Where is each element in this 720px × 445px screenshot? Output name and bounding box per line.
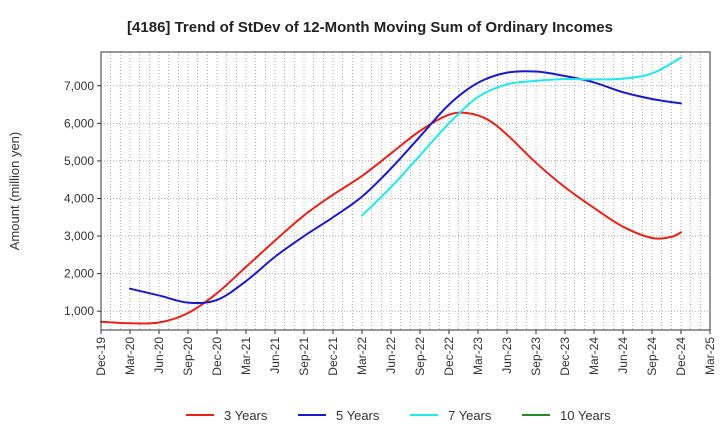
x-tick-label: Sep-22	[413, 337, 427, 376]
x-tick-label: Dec-21	[326, 337, 340, 376]
y-axis-title: Amount (million yen)	[7, 132, 22, 251]
x-tick-label: Mar-22	[355, 337, 369, 375]
series-lines	[100, 56, 682, 325]
legend-label-10-years: 10 Years	[560, 408, 611, 423]
y-tick-label: 6,000	[64, 116, 94, 130]
x-tick-label: Dec-24	[674, 337, 688, 376]
plot-background	[101, 52, 710, 330]
x-tick-label: Mar-24	[587, 337, 601, 375]
y-tick-label: 4,000	[64, 192, 94, 206]
series-line-5-years	[129, 70, 682, 305]
y-tick-label: 7,000	[64, 79, 94, 93]
y-tick-label: 2,000	[64, 267, 94, 281]
x-tick-label: Mar-20	[123, 337, 137, 375]
x-tick-label: Mar-23	[471, 337, 485, 375]
legend-label-7-years: 7 Years	[448, 408, 492, 423]
plot-border	[100, 51, 711, 331]
x-tick-label: Sep-20	[181, 337, 195, 376]
x-tick-label: Sep-24	[645, 337, 659, 376]
plot-frame	[100, 51, 711, 331]
x-tick-label: Jun-23	[500, 337, 514, 374]
x-tick-label: Jun-24	[616, 337, 630, 374]
x-tick-label: Dec-22	[442, 337, 456, 376]
x-tick-label: Jun-20	[152, 337, 166, 374]
series-line-3-years	[100, 111, 682, 325]
y-tick-label: 3,000	[64, 229, 94, 243]
x-tick-label: Jun-22	[384, 337, 398, 374]
legend-label-5-years: 5 Years	[336, 408, 380, 423]
x-tick-label: Dec-19	[94, 337, 108, 376]
y-tick-label: 5,000	[64, 154, 94, 168]
x-axis-ticks: Dec-19 Mar-20 Jun-20 Sep-20 Dec-20 Mar-21 Jun-…	[94, 330, 717, 376]
plot-area	[101, 52, 710, 330]
chart-title: [4186] Trend of StDev of 12-Month Moving…	[127, 19, 613, 36]
x-tick-label: Dec-20	[210, 337, 224, 376]
x-tick-label: Sep-21	[297, 337, 311, 376]
x-tick-label: Sep-23	[529, 337, 543, 376]
x-tick-label: Mar-21	[239, 337, 253, 375]
x-tick-label: Jun-21	[268, 337, 282, 374]
legend: 3 Years 5 Years 7 Years 10 Years	[186, 408, 611, 423]
legend-label-3-years: 3 Years	[224, 408, 268, 423]
x-tick-label: Mar-25	[703, 337, 717, 375]
y-axis-ticks: 1,000 2,000 3,000 4,000 5,000 6,000 7,000	[64, 79, 101, 318]
y-tick-label: 1,000	[64, 304, 94, 318]
series-line-7-years	[361, 56, 682, 217]
grid	[101, 52, 710, 330]
x-tick-label: Dec-23	[558, 337, 572, 376]
